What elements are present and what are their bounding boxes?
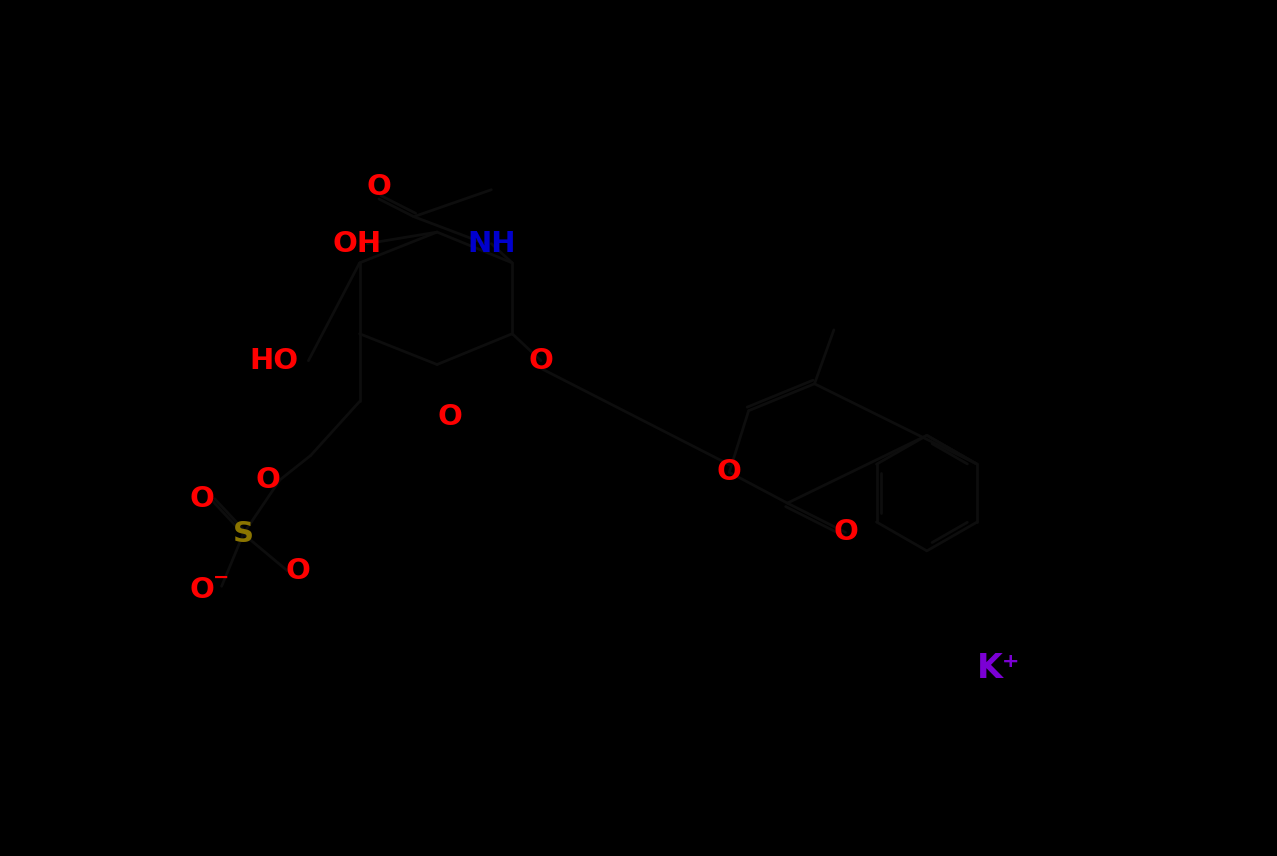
Text: O: O	[833, 519, 858, 546]
Text: NH: NH	[467, 229, 516, 258]
Text: −: −	[213, 568, 230, 587]
Text: O: O	[366, 174, 391, 201]
Text: S: S	[232, 520, 254, 548]
Text: O: O	[285, 557, 310, 585]
Text: O: O	[190, 485, 215, 514]
Text: O: O	[190, 576, 215, 604]
Text: O: O	[255, 466, 281, 494]
Text: HO: HO	[250, 347, 299, 375]
Text: O: O	[716, 458, 742, 486]
Text: K⁺: K⁺	[977, 652, 1020, 685]
Text: OH: OH	[333, 229, 382, 258]
Text: O: O	[529, 347, 553, 375]
Text: O: O	[438, 403, 462, 431]
